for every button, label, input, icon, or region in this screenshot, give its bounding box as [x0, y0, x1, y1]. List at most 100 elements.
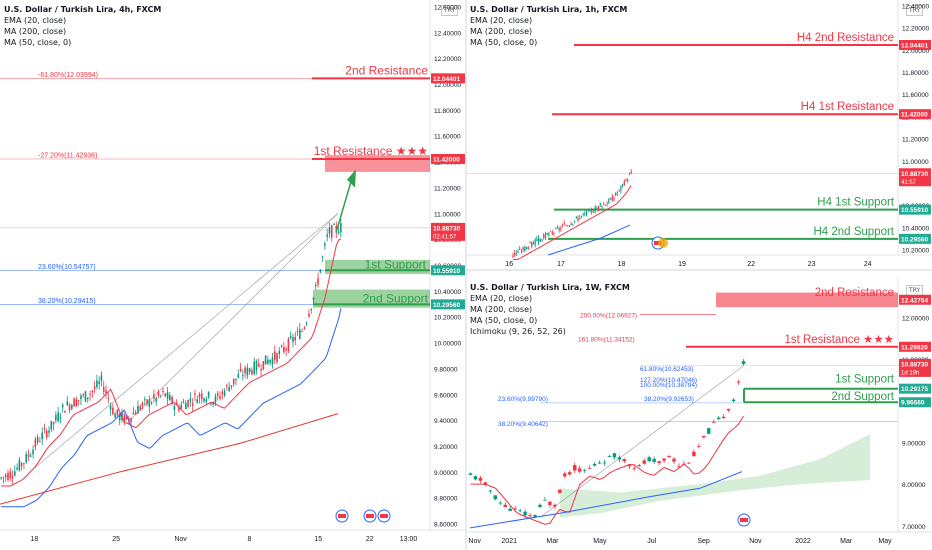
left-candle-body — [36, 437, 39, 443]
bottomright-x-tick: Mar — [840, 538, 853, 545]
left-y-tick: 10.20000 — [434, 315, 461, 322]
left-candle-body — [194, 393, 196, 395]
left-candle-body — [162, 390, 164, 393]
left-candle-body — [273, 351, 276, 360]
left-candle-body — [150, 402, 153, 404]
topright-candle-body — [548, 233, 550, 236]
bottomright-ema-line — [470, 415, 744, 525]
left-candle-body — [0, 477, 2, 479]
bottomright-chart-title: U.S. Dollar / Turkish Lira, 1W, FXCM — [470, 283, 630, 292]
topright-candle-body — [573, 220, 576, 222]
left-candle-body — [50, 420, 53, 430]
bottomright-price-badge-label: 10.29175 — [901, 386, 928, 393]
left-x-tick: 22 — [366, 536, 374, 543]
left-candle-body — [25, 454, 28, 463]
bottomright-candle-body — [538, 504, 542, 508]
left-indicator-ma50: MA (50, close, 0) — [4, 38, 72, 47]
us-flag-icon — [380, 514, 388, 518]
topright-price-badge-label: 11.42000 — [901, 112, 928, 119]
topright-candle-body — [517, 251, 519, 253]
left-candle-body — [125, 414, 128, 420]
topright-candle-body — [549, 231, 552, 233]
bottomright-x-tick: Nov — [749, 538, 762, 545]
left-candle-body — [223, 390, 226, 396]
topright-price-badge-label: 10.29560 — [901, 236, 928, 243]
bottomright-candle-body — [702, 435, 706, 438]
bottomright-price-badge — [899, 294, 931, 305]
bottomright-candle-body — [741, 361, 746, 365]
topright-y-tick: 12.00000 — [902, 48, 929, 55]
left-candle-body — [287, 339, 290, 352]
left-candle-body — [328, 227, 331, 234]
left-fib-label: 23.60%(10.54757) — [38, 264, 96, 271]
topright-y-tick: 10.40000 — [902, 225, 929, 232]
left-y-tick: 10.40000 — [434, 289, 461, 296]
topright-candle-body — [587, 209, 589, 211]
left-candle-body — [200, 393, 203, 400]
left-candle-body — [260, 368, 262, 371]
left-candle-body — [23, 463, 25, 465]
bottomright-y-tick: 7.00000 — [902, 524, 926, 531]
left-candle-body — [100, 375, 103, 382]
left-y-tick: 12.60000 — [434, 4, 461, 11]
bottomright-fib-label: 61.80%(10.62453) — [640, 366, 694, 373]
left-candle-body — [105, 390, 107, 394]
left-candle-body — [228, 386, 230, 392]
left-candle-body — [230, 385, 233, 387]
bottomright-price-badge-label: 11.29820 — [901, 344, 928, 351]
topright-x-tick: 23 — [808, 261, 816, 268]
left-candle-body — [203, 398, 205, 402]
left-candle-body — [232, 378, 235, 384]
left-candle-body — [278, 350, 281, 355]
topright-candle-body — [568, 225, 571, 227]
topright-candle-body — [556, 227, 559, 229]
left-candle-body — [73, 398, 75, 407]
topright-price-badge — [899, 233, 931, 244]
topright-candle-body — [515, 253, 517, 254]
topright-chart-legend: U.S. Dollar / Turkish Lira, 1h, FXCM EMA… — [470, 4, 627, 48]
topright-candle-body — [524, 246, 526, 251]
bottomright-candle-body — [627, 465, 632, 467]
topright-candle-body — [582, 213, 584, 215]
left-candle-body — [7, 472, 9, 481]
topright-y-tick: 12.40000 — [902, 4, 929, 11]
left-candle-body — [41, 432, 43, 440]
topright-y-tick: 11.20000 — [902, 137, 929, 144]
left-candle-body — [102, 387, 105, 392]
topright-x-tick: 18 — [618, 261, 626, 268]
topright-x-tick: 16 — [505, 261, 513, 268]
topright-candle-body — [555, 228, 557, 230]
left-candle-body — [66, 401, 69, 406]
left-candle-body — [64, 410, 66, 413]
topright-x-tick: 24 — [864, 261, 872, 268]
bottomright-candle-body — [577, 468, 582, 472]
left-support-zone-2 — [313, 289, 430, 308]
left-candle-body — [14, 471, 16, 476]
left-candle-body — [169, 394, 171, 401]
left-candle-body — [27, 454, 30, 457]
topright-chart-title: U.S. Dollar / Turkish Lira, 1h, FXCM — [470, 5, 628, 14]
bottomright-candle-body — [711, 421, 716, 423]
bottomright-candle-body — [697, 446, 701, 447]
left-candle-body — [314, 284, 317, 287]
bottomright-candle-body — [637, 465, 642, 466]
bottomright-2nd-resistance-label: 2nd Resistance — [815, 287, 894, 299]
topright-price-badge — [899, 168, 931, 187]
left-candle-body — [137, 405, 139, 414]
bottomright-candle-body — [687, 462, 691, 464]
topright-candle-body — [618, 189, 620, 191]
left-candle-body — [237, 374, 240, 378]
topright-candle-body — [551, 232, 553, 235]
left-candle-body — [242, 374, 244, 377]
topright-candle-body — [592, 211, 595, 213]
left-x-tick: 25 — [112, 536, 120, 543]
topright-candle-body — [570, 223, 572, 226]
left-ma50-line — [1, 308, 342, 508]
bottomright-1st-resistance-label: 1st Resistance ★★★ — [784, 334, 894, 346]
left-candle-body — [116, 409, 119, 416]
left-candle-body — [80, 395, 82, 400]
bottomright-candle-body — [672, 458, 676, 462]
left-price-badge-label: 10.88730 — [433, 225, 460, 232]
left-candle-body — [157, 391, 160, 397]
